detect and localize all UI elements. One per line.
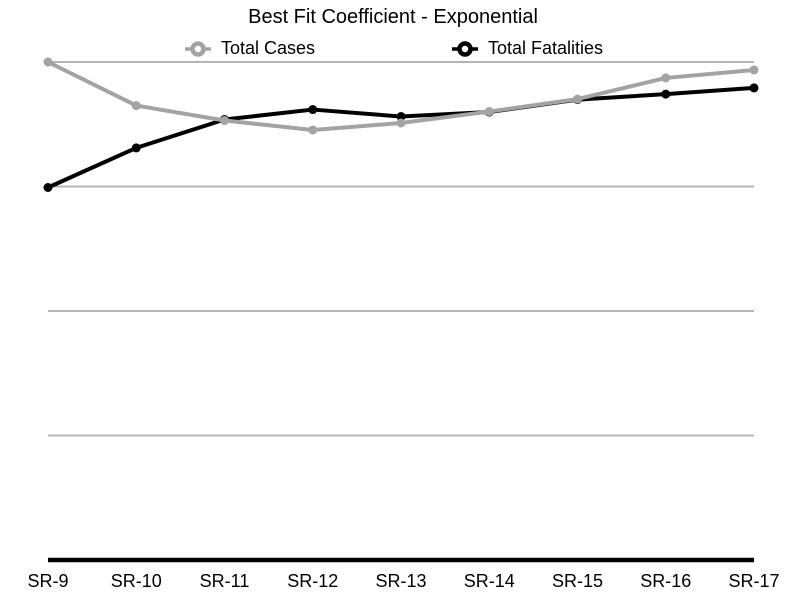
x-axis-label-sr-15: SR-15 [551,571,604,591]
chart-title: Best Fit Coefficient - Exponential [248,6,538,28]
x-axis-label-sr-12: SR-12 [287,571,339,591]
legend-item-total-cases: Total Cases [185,37,315,60]
total-cases-line-marker-icon [185,40,211,57]
x-axis-label-sr-17: SR-17 [728,571,780,591]
x-axis-label-sr-14: SR-14 [463,571,515,591]
legend-label-total-cases: Total Cases [221,38,316,58]
legend-item-total-fatalities: Total Fatalities [452,37,603,60]
data-point-total-fatalities-sr-10 [131,143,141,153]
data-point-total-fatalities-sr-17 [749,83,759,93]
x-axis-label-sr-10: SR-10 [110,571,162,591]
data-point-total-fatalities-sr-9 [43,182,53,192]
data-point-total-cases-sr-17 [749,65,759,75]
data-point-total-cases-sr-9 [43,57,53,67]
data-point-total-cases-sr-15 [573,94,582,104]
data-point-total-cases-sr-16 [661,73,671,83]
series-line-total-fatalities [46,85,756,190]
x-axis-label-sr-9: SR-9 [27,571,69,591]
legend-label-total-fatalities: Total Fatalities [488,38,604,58]
data-point-total-cases-sr-12 [308,125,318,135]
data-point-total-cases-sr-11 [220,116,229,126]
data-point-total-cases-sr-14 [484,107,494,117]
data-point-total-fatalities-sr-12 [308,105,318,115]
x-axis-label-sr-11: SR-11 [199,571,250,591]
data-point-total-fatalities-sr-16 [661,89,671,99]
data-point-total-cases-sr-10 [131,101,141,111]
data-point-total-cases-sr-13 [396,118,406,128]
x-axis-label-sr-13: SR-13 [375,571,427,591]
x-axis-label-sr-16: SR-16 [640,571,692,591]
data-point-total-fatalities-sr-13 [396,112,406,122]
total-fatalities-line-marker-icon [452,40,478,57]
